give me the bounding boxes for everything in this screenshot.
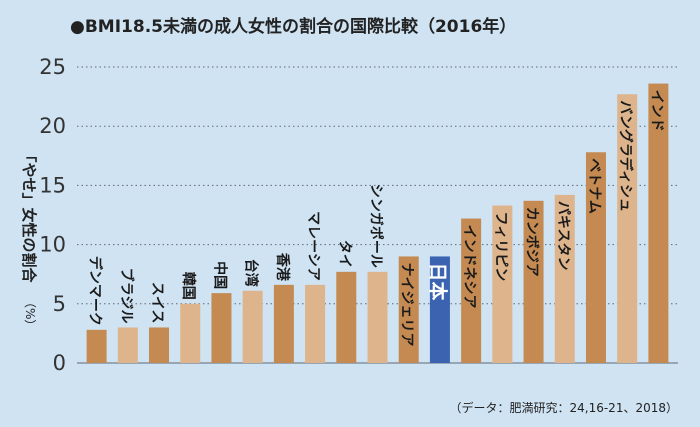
bar xyxy=(273,284,294,363)
category-label: 香港 xyxy=(274,252,291,282)
grid-lines xyxy=(77,66,678,364)
bar xyxy=(523,200,544,363)
bar xyxy=(305,284,326,363)
bar xyxy=(86,329,107,363)
bar xyxy=(117,327,138,363)
y-tick-label: 20 xyxy=(39,114,66,138)
bar xyxy=(242,290,263,363)
bar xyxy=(336,271,357,363)
bar xyxy=(398,256,419,363)
bar xyxy=(492,205,513,363)
category-label: デンマーク xyxy=(87,256,104,326)
category-label: インド xyxy=(648,90,664,132)
y-tick-label: 15 xyxy=(39,173,66,197)
category-label: バングラディシュ xyxy=(617,100,634,212)
category-label: ナイジェリア xyxy=(399,262,415,346)
category-label: 韓国 xyxy=(180,272,197,300)
category-label: シンガポール xyxy=(368,184,385,268)
y-tick-label: 5 xyxy=(53,292,66,316)
y-axis-unit: （%） xyxy=(23,296,37,331)
y-axis-label: 「やせ」女性の割合 xyxy=(20,147,38,283)
bar xyxy=(149,327,170,363)
y-tick-label: 25 xyxy=(39,55,66,79)
category-label: マレーシア xyxy=(305,211,321,281)
bars xyxy=(86,83,669,364)
bar xyxy=(461,218,482,363)
bar xyxy=(367,271,388,363)
category-label: タイ xyxy=(336,240,352,268)
chart-title: ●BMI18.5未満の成人女性の割合の国際比較（2016年） xyxy=(70,16,516,37)
category-label: スイス xyxy=(149,282,165,324)
category-label: 台湾 xyxy=(243,259,260,287)
category-label: ブラジル xyxy=(118,268,135,324)
category-label: カンボジア xyxy=(524,207,540,277)
bar xyxy=(429,256,450,363)
y-tick-label: 0 xyxy=(53,351,66,375)
y-tick-label: 10 xyxy=(39,233,66,257)
category-labels: デンマーク ブラジル スイス 韓国 中国 台湾 香港 マレーシア タイ シンガポールナイジェリア日… xyxy=(87,90,665,347)
y-axis-ticks: 0 5 10 15 20 25 xyxy=(39,55,66,375)
bar xyxy=(180,303,201,363)
bar xyxy=(211,293,232,363)
category-label: ベトナム xyxy=(586,158,602,214)
bar xyxy=(585,152,606,363)
category-label: 日本 xyxy=(426,262,449,300)
bar xyxy=(617,94,638,364)
bar xyxy=(648,83,669,364)
category-label: 中国 xyxy=(211,261,228,289)
source-note: （データ：肥満研究：24,16-21、2018） xyxy=(450,400,679,415)
bar xyxy=(554,194,575,363)
category-label: インドネシア xyxy=(461,225,477,309)
category-label: フィリピン xyxy=(492,212,508,282)
category-label: パキスタン xyxy=(555,201,571,271)
